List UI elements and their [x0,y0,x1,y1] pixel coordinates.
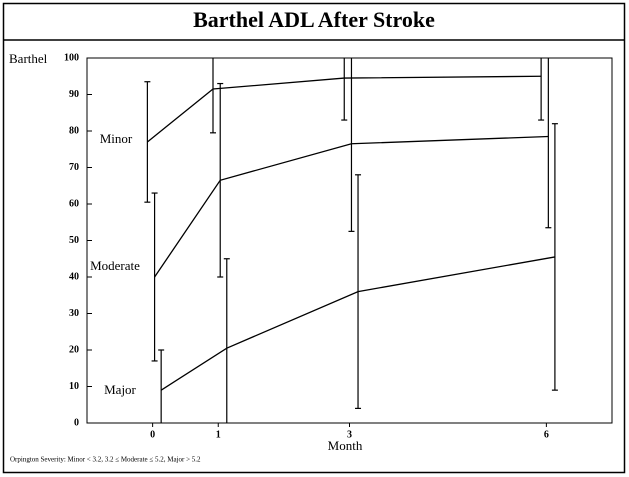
series-line [146,75,542,143]
error-bar [144,81,151,203]
x-tick-label: 0 [150,429,155,440]
y-tick-label: 80 [69,125,79,136]
x-tick-label: 6 [544,429,549,440]
plot-area [86,57,613,424]
error-bar [151,192,158,362]
y-tick-label: 40 [69,271,79,282]
error-bar [538,58,545,121]
series-line [160,256,556,391]
error-bar [551,123,558,391]
y-tick-label: 70 [69,162,79,173]
series-line [154,135,549,278]
y-tick-label: 60 [69,198,79,209]
x-tick-label: 1 [216,429,221,440]
error-bar [348,58,355,232]
y-tick-label: 0 [74,417,79,428]
error-bar [158,349,165,423]
series-label: Major [104,382,136,397]
chart-title: Barthel ADL After Stroke [193,7,435,32]
y-tick-label: 50 [69,235,79,246]
series-label: Moderate [90,258,140,273]
error-bar [223,258,230,423]
y-tick-label: 100 [64,52,79,63]
footnote: Orpington Severity: Minor < 3.2, 3.2 ≤ M… [10,456,201,464]
y-axis-label: Barthel [9,51,48,66]
y-tick-label: 30 [69,308,79,319]
series-label: Minor [100,131,133,146]
y-tick-label: 10 [69,381,79,392]
x-axis-label: Month [328,438,363,453]
y-tick-label: 20 [69,344,79,355]
error-bar [355,174,362,409]
error-bar [341,58,348,121]
error-bar [210,58,216,134]
plot-content [144,58,558,423]
y-tick-label: 90 [69,89,79,100]
error-bar [217,82,224,278]
x-tick-label: 3 [347,429,352,440]
error-bar [545,58,552,229]
